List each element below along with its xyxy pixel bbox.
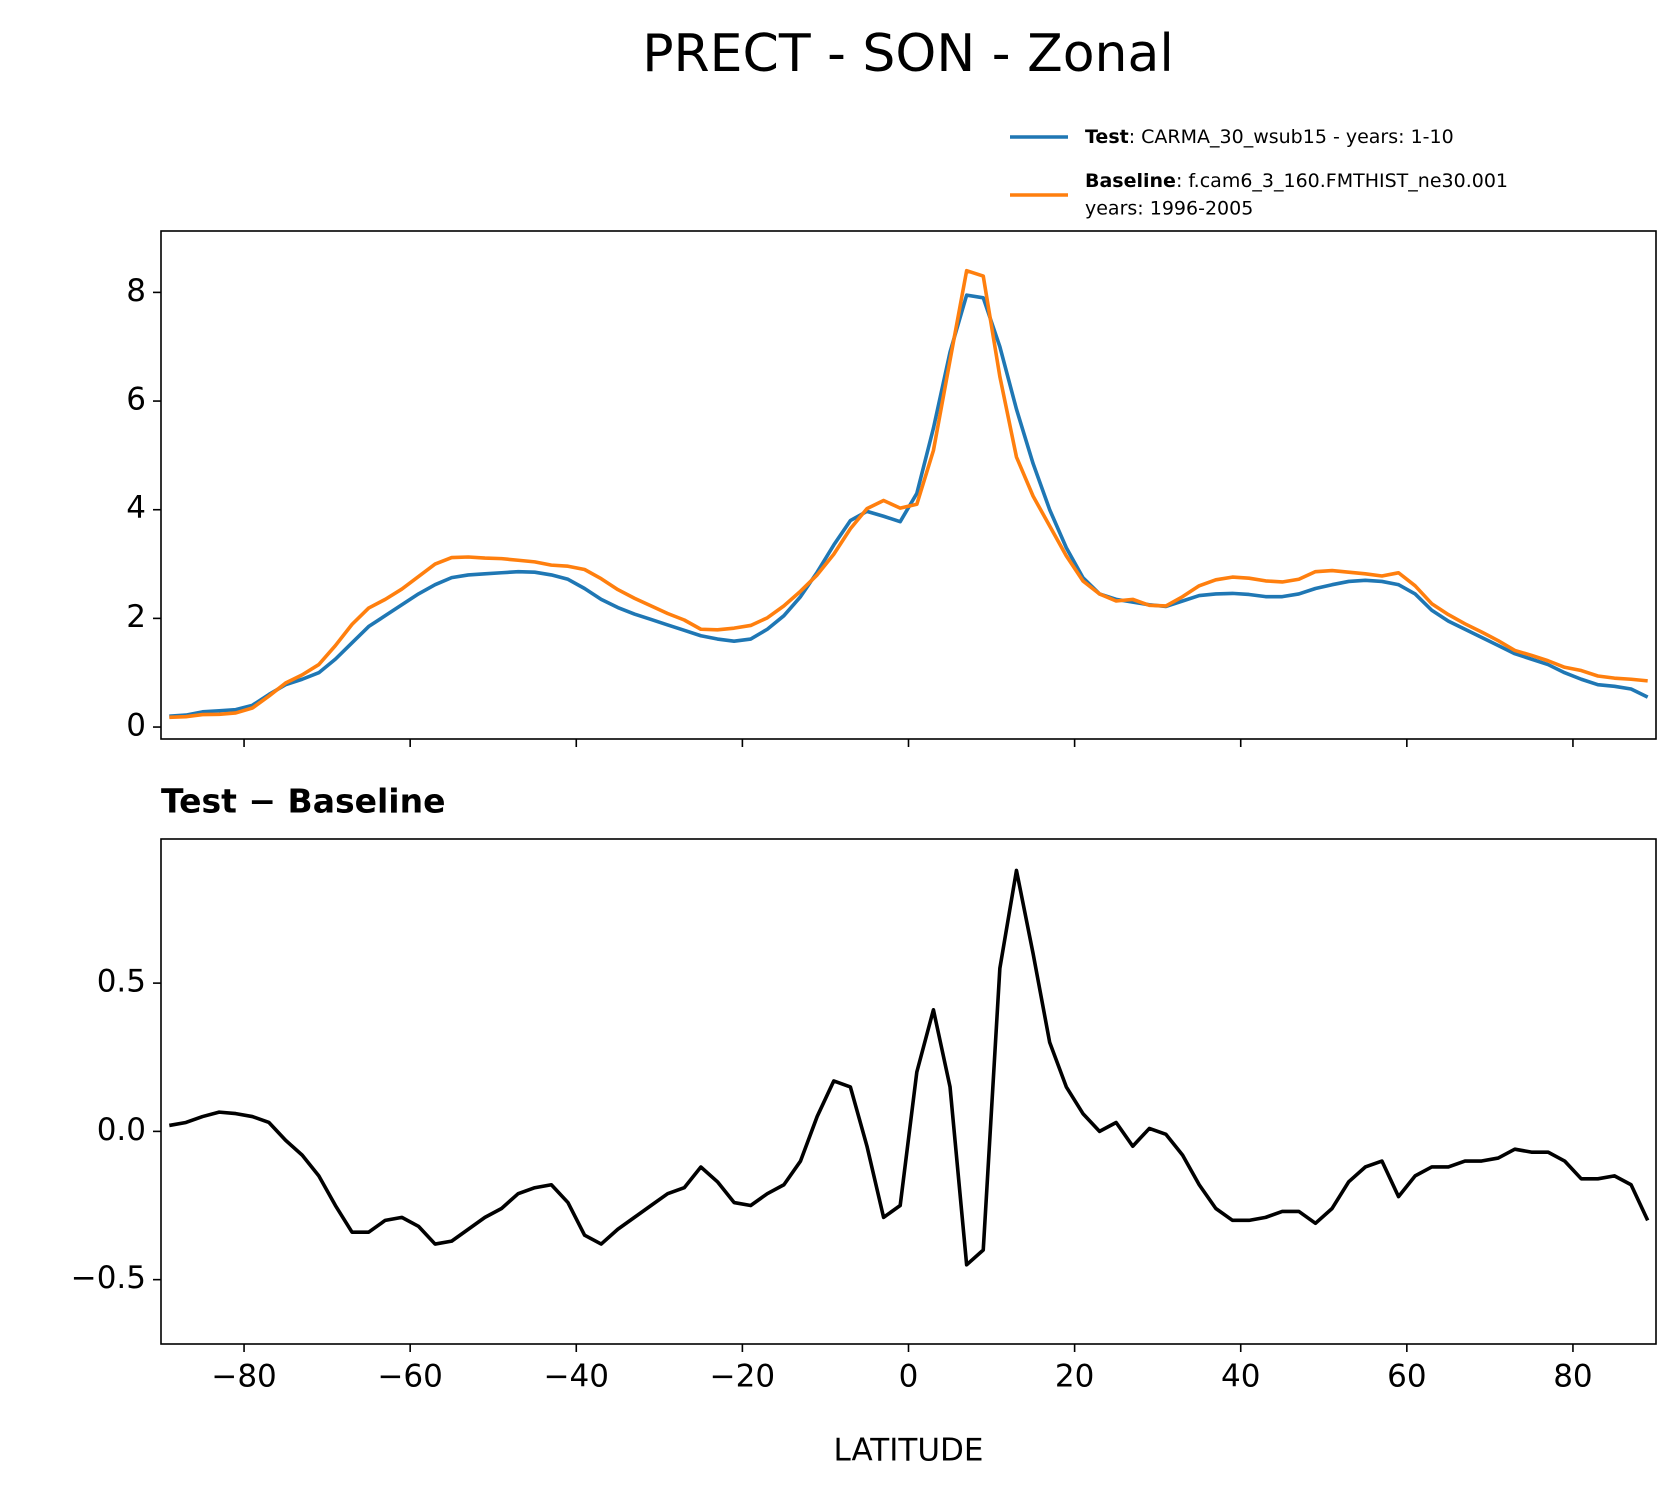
legend-detail: : f.cam6_3_160.FMTHIST_ne30.001 [1176, 170, 1508, 192]
legend-detail: years: 1996-2005 [1085, 198, 1253, 220]
y-tick-label: 8 [126, 273, 146, 309]
legend-label: Baseline: f.cam6_3_160.FMTHIST_ne30.001 [1085, 170, 1508, 192]
plot-frame [160, 230, 1657, 740]
y-tick-label: 0.0 [97, 1112, 146, 1148]
legend-name: Baseline [1085, 170, 1176, 192]
figure-title: PRECT - SON - Zonal [642, 24, 1174, 84]
x-tick-label: 20 [1055, 1359, 1094, 1395]
x-tick-label: −80 [211, 1359, 276, 1395]
y-tick-label: 0.5 [97, 964, 146, 1000]
y-tick-label: 6 [126, 382, 146, 418]
subplot-title: Test − Baseline [161, 782, 446, 821]
y-tick-label: −0.5 [71, 1260, 146, 1296]
x-tick-label: −60 [377, 1359, 442, 1395]
y-tick-label: 2 [126, 599, 146, 635]
x-axis-label: LATITUDE [834, 1433, 984, 1469]
plot-frame [160, 838, 1657, 1345]
x-tick-label: 80 [1553, 1359, 1592, 1395]
x-tick-label: 0 [899, 1359, 919, 1395]
y-tick-label: 4 [126, 490, 146, 526]
legend-detail: : CARMA_30_wsub15 - years: 1-10 [1129, 126, 1454, 148]
y-tick-label: 0 [126, 708, 146, 744]
series-line [169, 268, 1648, 720]
x-tick-label: 60 [1387, 1359, 1426, 1395]
x-tick-label: −40 [544, 1359, 609, 1395]
x-tick-label: −20 [710, 1359, 775, 1395]
series-line [168, 868, 1650, 1267]
x-tick-label: 40 [1221, 1359, 1260, 1395]
legend-label: Test: CARMA_30_wsub15 - years: 1-10 [1085, 126, 1454, 148]
legend-name: Test [1085, 126, 1129, 148]
